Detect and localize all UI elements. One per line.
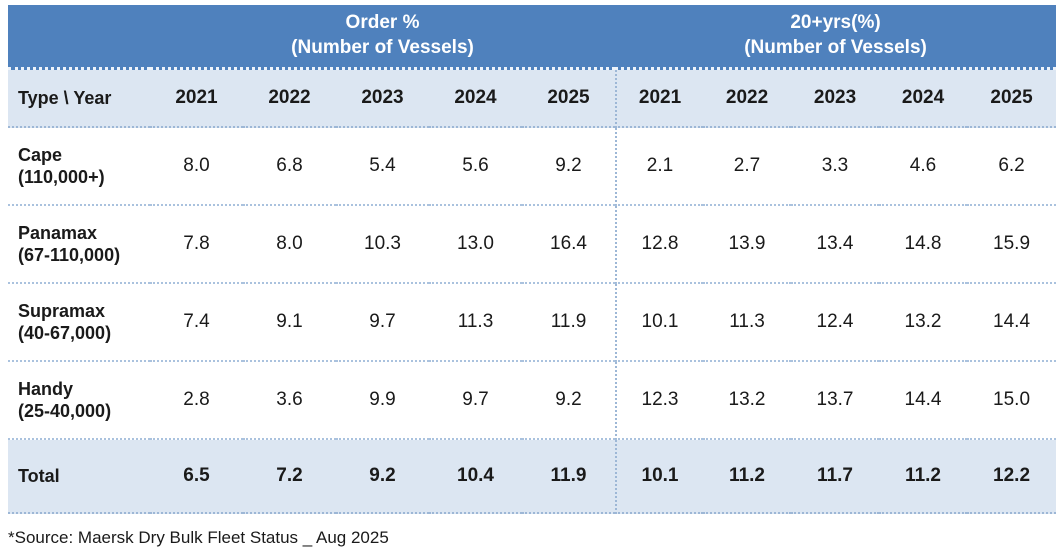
age-value: 13.9 [703, 206, 792, 284]
band-header-corner [8, 5, 150, 70]
table-row-total: Total 6.5 7.2 9.2 10.4 11.9 10.1 11.2 11… [8, 440, 1057, 514]
row-label: Cape (110,000+) [8, 128, 150, 206]
order-value: 9.2 [522, 362, 616, 440]
order-value: 5.6 [429, 128, 522, 206]
row-label: Supramax (40-67,000) [8, 284, 150, 362]
year-header-order: 2025 [522, 70, 616, 128]
order-value: 13.0 [429, 206, 522, 284]
age-value: 15.9 [967, 206, 1057, 284]
order-value: 9.2 [522, 128, 616, 206]
total-label: Total [8, 440, 150, 514]
row-label: Panamax (67-110,000) [8, 206, 150, 284]
year-header-age: 2025 [967, 70, 1057, 128]
vessel-size-range: (110,000+) [18, 167, 105, 187]
order-value: 8.0 [150, 128, 243, 206]
age-value: 12.8 [615, 206, 704, 284]
band-header-row: Order % (Number of Vessels) 20+yrs(%) (N… [8, 5, 1057, 70]
year-header-age: 2023 [791, 70, 880, 128]
age-value: 14.4 [967, 284, 1057, 362]
group-header-age: 20+yrs(%) (Number of Vessels) [615, 5, 1057, 70]
year-header-age: 2024 [879, 70, 968, 128]
source-note: *Source: Maersk Dry Bulk Fleet Status _ … [8, 528, 389, 547]
age-value: 12.3 [615, 362, 704, 440]
order-value: 9.9 [336, 362, 429, 440]
total-order-value: 6.5 [150, 440, 243, 514]
age-value: 10.1 [615, 284, 704, 362]
age-value: 2.1 [615, 128, 704, 206]
age-value: 3.3 [791, 128, 880, 206]
total-age-value: 12.2 [967, 440, 1057, 514]
group-header-age-title: 20+yrs(%) [790, 12, 881, 34]
table-row-cape: Cape (110,000+) 8.0 6.8 5.4 5.6 9.2 2.1 … [8, 128, 1057, 206]
group-header-age-subtitle: (Number of Vessels) [744, 37, 927, 58]
order-value: 11.9 [522, 284, 616, 362]
age-value: 13.2 [703, 362, 792, 440]
table-row-handy: Handy (25-40,000) 2.8 3.6 9.9 9.7 9.2 12… [8, 362, 1057, 440]
order-value: 16.4 [522, 206, 616, 284]
age-value: 13.4 [791, 206, 880, 284]
year-header-order: 2024 [429, 70, 522, 128]
order-value: 9.7 [429, 362, 522, 440]
order-value: 3.6 [243, 362, 336, 440]
corner-label: Type \ Year [8, 70, 150, 128]
order-value: 8.0 [243, 206, 336, 284]
total-age-value: 11.2 [703, 440, 792, 514]
total-order-value: 11.9 [522, 440, 616, 514]
group-header-order-title: Order % [345, 12, 420, 34]
order-value: 6.8 [243, 128, 336, 206]
age-value: 11.3 [703, 284, 792, 362]
order-value: 11.3 [429, 284, 522, 362]
total-age-value: 11.7 [791, 440, 880, 514]
order-value: 7.4 [150, 284, 243, 362]
age-value: 13.2 [879, 284, 968, 362]
order-value: 7.8 [150, 206, 243, 284]
total-order-value: 10.4 [429, 440, 522, 514]
age-value: 2.7 [703, 128, 792, 206]
year-header-age: 2021 [615, 70, 704, 128]
group-header-order: Order % (Number of Vessels) [150, 5, 616, 70]
age-value: 13.7 [791, 362, 880, 440]
year-header-order: 2022 [243, 70, 336, 128]
age-value: 15.0 [967, 362, 1057, 440]
year-header-age: 2022 [703, 70, 792, 128]
vessel-type: Supramax [18, 300, 106, 321]
fleet-status-table: Order % (Number of Vessels) 20+yrs(%) (N… [8, 5, 1057, 514]
group-header-order-subtitle: (Number of Vessels) [291, 37, 474, 58]
vessel-type: Handy [18, 378, 74, 399]
year-header-row: Type \ Year 2021 2022 2023 2024 2025 202… [8, 70, 1057, 128]
vessel-size-range: (25-40,000) [18, 401, 112, 421]
vessel-size-range: (67-110,000) [18, 245, 121, 265]
age-value: 6.2 [967, 128, 1057, 206]
year-header-order: 2021 [150, 70, 243, 128]
table-row-supramax: Supramax (40-67,000) 7.4 9.1 9.7 11.3 11… [8, 284, 1057, 362]
age-value: 14.8 [879, 206, 968, 284]
table-row-panamax: Panamax (67-110,000) 7.8 8.0 10.3 13.0 1… [8, 206, 1057, 284]
row-label: Handy (25-40,000) [8, 362, 150, 440]
order-value: 10.3 [336, 206, 429, 284]
vessel-type: Panamax [18, 222, 98, 243]
order-value: 5.4 [336, 128, 429, 206]
total-age-value: 10.1 [615, 440, 704, 514]
age-value: 4.6 [879, 128, 968, 206]
order-value: 9.7 [336, 284, 429, 362]
total-age-value: 11.2 [879, 440, 968, 514]
order-value: 2.8 [150, 362, 243, 440]
age-value: 12.4 [791, 284, 880, 362]
total-order-value: 7.2 [243, 440, 336, 514]
year-header-order: 2023 [336, 70, 429, 128]
order-value: 9.1 [243, 284, 336, 362]
age-value: 14.4 [879, 362, 968, 440]
total-order-value: 9.2 [336, 440, 429, 514]
vessel-type: Cape [18, 144, 63, 165]
vessel-size-range: (40-67,000) [18, 323, 112, 343]
